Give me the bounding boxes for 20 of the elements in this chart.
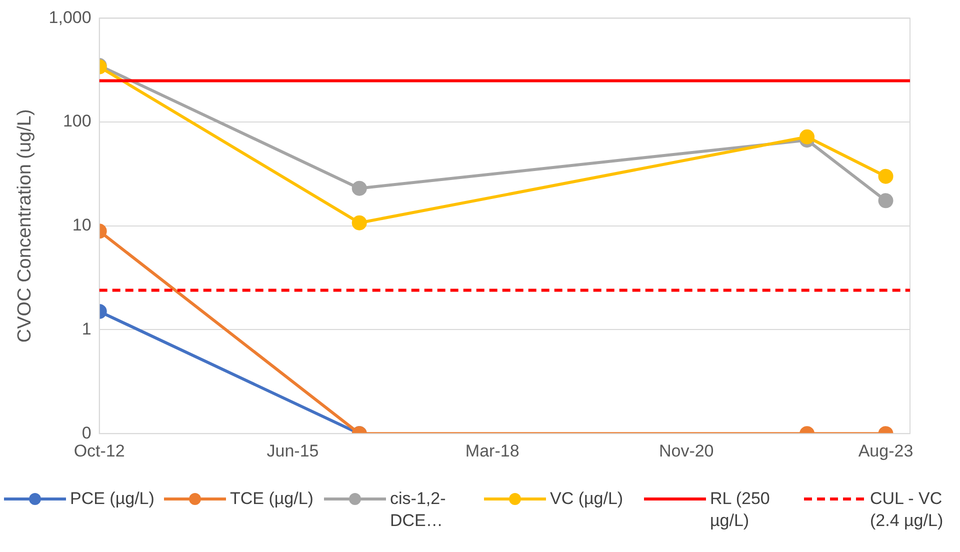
legend-label: RL (250 µg/L) <box>710 488 771 532</box>
point <box>878 168 894 184</box>
legend-label: cis-1,2-DCE… <box>390 488 447 532</box>
y-tick-label: 100 <box>62 112 92 131</box>
x-tick-label: Oct-12 <box>74 441 125 460</box>
y-tick-label: 0 <box>82 423 92 442</box>
point <box>800 129 815 144</box>
point <box>878 193 894 208</box>
x-tick-label: Jun-15 <box>266 441 319 460</box>
legend-label: PCE (µg/L) <box>70 488 156 510</box>
x-tick-label: Aug-23 <box>858 441 914 460</box>
y-tick-label: 1,000 <box>48 8 92 27</box>
legend-label: CUL - VC (2.4 µg/L) <box>870 488 944 532</box>
legend-label: TCE (µg/L) <box>230 488 314 510</box>
y-axis-title: CVOC Concentration (ug/L) <box>14 109 36 343</box>
y-tick-label: 1 <box>82 319 92 338</box>
x-tick-label: Mar-18 <box>465 441 520 460</box>
x-tick-label: Nov-20 <box>658 441 714 460</box>
y-tick-label: 10 <box>72 216 92 235</box>
legend-label: VC (µg/L) <box>550 488 624 510</box>
